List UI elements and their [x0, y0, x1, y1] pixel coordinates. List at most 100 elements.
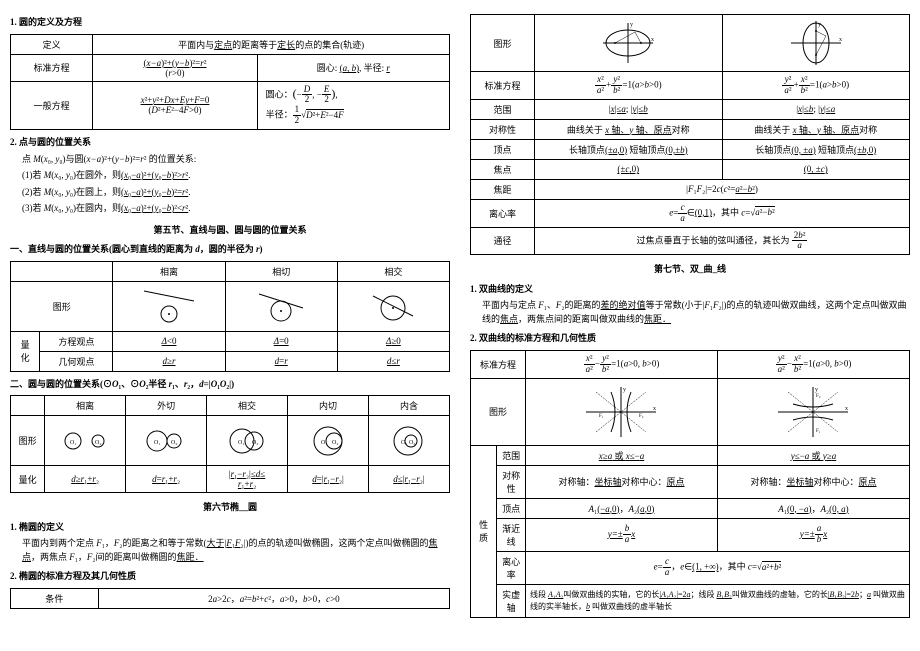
text: 点 M(x₀, y₀)与圆(x−a)²+(y−b)²=r² 的位置关系: [22, 153, 450, 167]
cell: |x|≤a; |y|≤b [535, 99, 722, 119]
cell: d≥r₁+r₂ [45, 466, 126, 493]
svg-text:x: x [653, 406, 656, 412]
cell: 内含 [368, 396, 449, 416]
cell: Δ=0 [225, 331, 337, 351]
section-6-title: 第六节椭__圆 [10, 501, 450, 515]
heading-line-circle: 一、直线与圆的位置关系(圆心到直线的距离为 d，圆的半径为 r) [10, 243, 450, 257]
text: (3)若 M(x₀, y₀)在圆内，则(x₀−a)²+(y₀−b)²<r². [22, 202, 450, 216]
cell: 相离 [45, 396, 126, 416]
cell: 内切 [288, 396, 369, 416]
cell: 圆心: (a, b), 半径: r [257, 54, 449, 81]
svg-text:O₁: O₁ [70, 440, 76, 446]
cell: x≥a 或 x≤−a [526, 445, 718, 465]
cell: |r₁−r₂|≤d≤r₁+r₂ [207, 466, 288, 493]
text: 平面内与定点 F₁、F₂的距离的差的绝对值等于常数(小于|F₁F₂|)的点的轨迹… [482, 299, 910, 326]
heading-circle-def: 1. 圆的定义及方程 [10, 16, 450, 30]
section-7-title: 第七节、双_曲_线 [470, 263, 910, 277]
cell: Δ≥0 [337, 331, 449, 351]
ellipse-v-diagram: xy [722, 15, 910, 72]
ellipse-condition-table: 条件 2a>2c，a²=b²+c²，a>0，b>0，c>0 [10, 588, 450, 609]
cell: (x−a)²+(y−b)²=r²(r>0) [93, 54, 257, 81]
cell: 长轴顶点(±a,0) 短轴顶点(0,±b) [535, 139, 722, 159]
cell: 渐近线 [497, 518, 526, 551]
diagram: O₁ O₂ [126, 416, 207, 466]
hyperbola-h-diagram: x y F₁ F₂ [526, 378, 718, 445]
svg-text:O₂: O₂ [171, 440, 177, 446]
cell: y²a²+x²b²=1(a>b>0) [722, 72, 910, 100]
svg-text:O₁: O₁ [321, 440, 327, 446]
cell: 相切 [225, 261, 337, 281]
diagram: O₁ O₂ [45, 416, 126, 466]
svg-text:O₂: O₂ [332, 440, 338, 446]
cell: 通径 [471, 227, 535, 255]
section-5-title: 第五节、直线与圆、圆与圆的位置关系 [10, 224, 450, 238]
svg-text:F₁: F₁ [599, 414, 604, 419]
cell: 离心率 [471, 199, 535, 227]
cell: y²a²−x²b²=1(a>0, b>0) [717, 350, 909, 378]
cell: 标准方程 [471, 72, 535, 100]
cell: 图形 [11, 416, 45, 466]
cell: x²a²−y²b²=1(a>0, b>0) [526, 350, 718, 378]
svg-text:x: x [839, 37, 842, 43]
cell: 量化 [11, 466, 45, 493]
cell: 长轴顶点(0, ±a) 短轴顶点(±b,0) [722, 139, 910, 159]
svg-text:O₂: O₂ [409, 440, 415, 446]
cell: 定义 [11, 34, 93, 54]
cell: d=r [225, 351, 337, 371]
cell: 性质 [471, 445, 497, 617]
cell: x²a²+y²b²=1(a>b>0) [535, 72, 722, 100]
cell: 外切 [126, 396, 207, 416]
svg-text:F₁: F₁ [816, 429, 821, 434]
heading-ellipse-def: 1. 椭圆的定义 [10, 521, 450, 535]
svg-text:y: y [630, 22, 633, 28]
svg-text:O₂: O₂ [95, 440, 101, 446]
cell: y=±abx [717, 518, 909, 551]
text: 平面内到两个定点 F₁，F₂的距离之和等于常数(大于|F₁F₂|)的点的轨迹叫做… [22, 537, 450, 564]
cell: (±c,0) [535, 159, 722, 179]
cell: A₁(0, −a)，A₂(0, a) [717, 498, 909, 518]
hyperbola-v-diagram: xyF₂F₁ [717, 378, 909, 445]
diagram: O₁O₂ [207, 416, 288, 466]
cell: 一般方程 [11, 81, 93, 130]
cell: 实虚轴 [497, 584, 526, 617]
hyperbola-properties-table: 标准方程 x²a²−y²b²=1(a>0, b>0) y²a²−x²b²=1(a… [470, 350, 910, 618]
circle-equation-table: 定义 平面内与定点的距离等于定长的点的集合(轨迹) 标准方程 (x−a)²+(y… [10, 34, 450, 131]
svg-text:F₂: F₂ [816, 394, 821, 399]
svg-text:O₁: O₁ [154, 440, 160, 446]
cell: y≤−a 或 y≥a [717, 445, 909, 465]
cell: 对称性 [497, 465, 526, 498]
cell: |F₁F₂|=2c(c²=a²−b²) [535, 179, 910, 199]
cell: Δ<0 [113, 331, 225, 351]
heading-hyperbola-std: 2. 双曲线的标准方程和几何性质 [470, 332, 910, 346]
svg-text:O₁: O₁ [401, 440, 407, 446]
cell: (0, ±c) [722, 159, 910, 179]
diagram: O₁ O₂ [288, 416, 369, 466]
cell: 标准方程 [471, 350, 526, 378]
diagram-separate [113, 281, 225, 331]
cell: d=r₁+r₂ [126, 466, 207, 493]
cell: 相交 [337, 261, 449, 281]
right-column: 图形 xy xy 标准方程 x²a²+y²b²=1(a>b>0) y²a²+x²… [470, 10, 910, 622]
svg-text:O₂: O₂ [252, 440, 258, 446]
cell: 方程观点 [40, 331, 113, 351]
diagram-tangent [225, 281, 337, 331]
cell: 离心率 [497, 551, 526, 584]
svg-text:F₂: F₂ [639, 414, 644, 419]
cell: d≥r [113, 351, 225, 371]
svg-text:x: x [651, 37, 654, 43]
heading-circle-circle: 二、圆与圆的位置关系(⊙O₁、⊙O₂半径 r₁、r₂，d=|O₁O₂|) [10, 378, 450, 392]
circle-circle-table: 相离 外切 相交 内切 内含 图形 O₁O₂ O₁O₂ O₁O₂ O₁O₂ O₁… [10, 395, 450, 493]
cell: 线段 A₁A₂叫做双曲线的实轴，它的长|A₁A₂|=2a；线段 B₁B₂叫做双曲… [526, 584, 910, 617]
cell: 图形 [471, 15, 535, 72]
cell: 曲线关于 x 轴、y 轴、原点对称 [535, 119, 722, 139]
cell: 顶点 [471, 139, 535, 159]
cell: 对称性 [471, 119, 535, 139]
svg-text:y: y [815, 387, 818, 393]
ellipse-properties-table: 图形 xy xy 标准方程 x²a²+y²b²=1(a>b>0) y²a²+x²… [470, 14, 910, 255]
text: (2)若 M(x₀, y₀)在圆上，则(x₀−a)²+(y₀−b)²=r². [22, 186, 450, 200]
cell: 量化 [11, 331, 40, 371]
heading-point-circle: 2. 点与圆的位置关系 [10, 136, 450, 150]
svg-text:y: y [623, 387, 626, 393]
cell: 图形 [11, 281, 113, 331]
cell: d=|r₁−r₂| [288, 466, 369, 493]
